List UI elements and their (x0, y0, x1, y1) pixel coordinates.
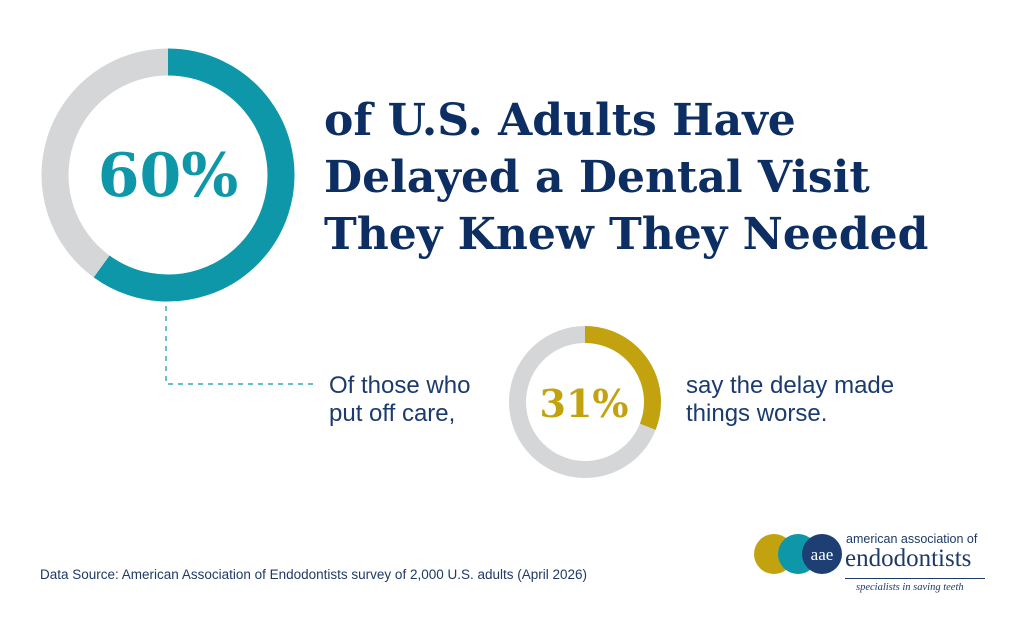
small-donut-slice-0 (584, 326, 661, 430)
small-donut-slice-1 (509, 326, 656, 478)
logo-text-line-1: american association of (846, 532, 978, 546)
subtext-left-line-1: Of those who (329, 372, 471, 399)
headline: of U.S. Adults Have Delayed a Dental Vis… (324, 92, 1014, 263)
logo-navy-circle (802, 534, 842, 574)
logo-tagline: specialists in saving teeth (856, 582, 964, 593)
subtext-right-line-2: things worse. (686, 400, 828, 427)
logo-mark-icon: aae (754, 534, 842, 574)
small-donut-center-label: 31% (539, 381, 629, 426)
logo-text-line-2: endodontists (845, 545, 972, 572)
big-donut-center-label: 60% (97, 141, 239, 211)
big-donut-chart (41, 48, 295, 302)
headline-line-2: Delayed a Dental Visit (324, 152, 870, 203)
headline-line-1: of U.S. Adults Have (324, 95, 796, 146)
big-donut-slice-1 (41, 48, 169, 278)
subtext-left-line-2: put off care, (329, 400, 456, 427)
connector-dashed-line (165, 306, 318, 385)
headline-line-3: They Knew They Needed (324, 209, 929, 260)
big-donut-slice-0 (93, 48, 295, 302)
logo-divider (845, 578, 985, 579)
logo-mark-letters: aae (811, 545, 834, 564)
aae-logo: aae american association of endodontists… (752, 526, 992, 602)
subtext-right-line-1: say the delay made (686, 372, 895, 399)
data-source-note: Data Source: American Association of End… (40, 567, 588, 582)
small-donut-chart (509, 326, 661, 478)
subtext-right: say the delay made things worse. (686, 372, 894, 428)
subtext-left: Of those who put off care, (329, 372, 470, 428)
